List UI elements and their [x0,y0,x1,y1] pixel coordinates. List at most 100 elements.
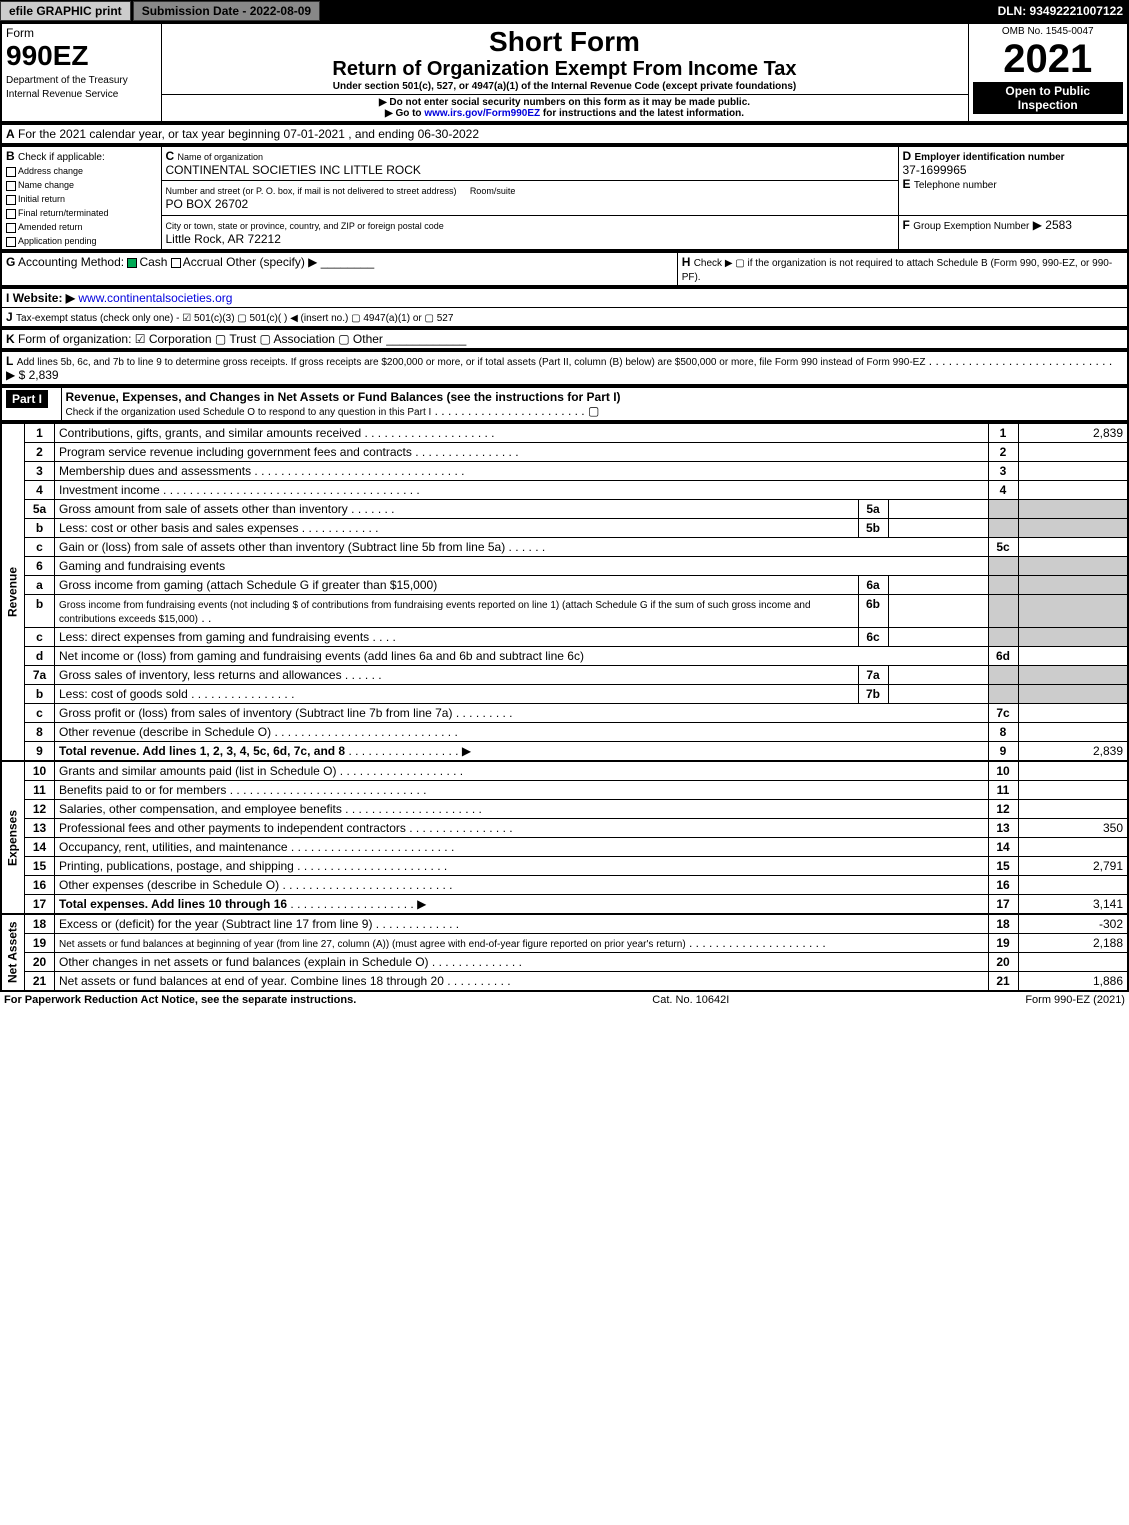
line-6b-midval [888,595,988,628]
website-link[interactable]: www.continentalsocieties.org [78,291,232,305]
section-ij: I Website: ▶ www.continentalsocieties.or… [0,287,1129,328]
line-18-val: -302 [1018,914,1128,934]
line-7a-midval [888,666,988,685]
opt-initial[interactable]: Initial return [6,194,65,204]
line-20-num: 20 [25,953,55,972]
schedule-b-note: Check ▶ ▢ if the organization is not req… [682,258,1112,283]
line-6d-num: d [25,647,55,666]
dln-number: DLN: 93492221007122 [998,4,1129,18]
part1-label: Part I [6,390,48,408]
acct-accrual[interactable]: Accrual [171,255,223,269]
line-7a-val [1018,666,1128,685]
opt-amended[interactable]: Amended return [6,222,83,232]
letter-k: K [6,332,15,346]
line-16-num: 16 [25,876,55,895]
line-9-ref: 9 [988,742,1018,762]
tax-year: 2021 [973,37,1124,82]
line-16-ref: 16 [988,876,1018,895]
line-11-num: 11 [25,781,55,800]
line-6c-val [1018,628,1128,647]
letter-d: D [903,149,912,163]
line-6a-midval [888,576,988,595]
line-5b-val [1018,519,1128,538]
line-5b-midval [888,519,988,538]
line-10-val [1018,761,1128,781]
line-5a-text: Gross amount from sale of assets other t… [59,502,348,516]
line-15-ref: 15 [988,857,1018,876]
section-a: A For the 2021 calendar year, or tax yea… [0,123,1129,145]
line-6-num: 6 [25,557,55,576]
line-7b-ref [988,685,1018,704]
line-18-num: 18 [25,914,55,934]
line-4-ref: 4 [988,481,1018,500]
line-14-num: 14 [25,838,55,857]
letter-h: H [682,255,691,269]
city-value: Little Rock, AR 72212 [166,232,281,246]
letter-e: E [903,177,911,191]
line-7b-num: b [25,685,55,704]
line-5c-val [1018,538,1128,557]
line-14-text: Occupancy, rent, utilities, and maintena… [59,840,288,854]
submission-date: Submission Date - 2022-08-09 [133,1,320,21]
line-8-num: 8 [25,723,55,742]
opt-final[interactable]: Final return/terminated [6,208,109,218]
line-6c-midval [888,628,988,647]
name-label: Name of organization [178,152,264,162]
line-7c-ref: 7c [988,704,1018,723]
section-revenue: Revenue [1,423,25,761]
ein-value: 37-1699965 [903,163,967,177]
letter-i: I [6,291,9,305]
line-1-val: 2,839 [1018,423,1128,443]
line-5a-mid: 5a [858,500,888,519]
line-17-val: 3,141 [1018,895,1128,915]
org-name: CONTINENTAL SOCIETIES INC LITTLE ROCK [166,163,421,177]
acct-other[interactable]: Other (specify) ▶ [226,255,317,269]
line-4-num: 4 [25,481,55,500]
line-5b-mid: 5b [858,519,888,538]
line-6d-text: Net income or (loss) from gaming and fun… [59,649,584,663]
ein-label: Employer identification number [915,152,1065,163]
phone-label: Telephone number [914,180,997,191]
line-5c-text: Gain or (loss) from sale of assets other… [59,540,505,554]
acct-cash[interactable]: Cash [127,255,167,269]
acct-method-label: Accounting Method: [18,255,124,269]
line-1-text: Contributions, gifts, grants, and simila… [59,426,361,440]
line-6d-ref: 6d [988,647,1018,666]
line-5b-num: b [25,519,55,538]
ssn-warning: ▶ Do not enter social security numbers o… [166,97,964,108]
line-20-text: Other changes in net assets or fund bala… [59,955,429,969]
line-3-val [1018,462,1128,481]
line-13-val: 350 [1018,819,1128,838]
line-6a-num: a [25,576,55,595]
letter-g: G [6,255,15,269]
line-6c-num: c [25,628,55,647]
opt-address[interactable]: Address change [6,166,83,176]
entity-block: B Check if applicable: Address change Na… [0,145,1129,251]
irs-link[interactable]: www.irs.gov/Form990EZ [424,108,540,119]
line-5c-num: c [25,538,55,557]
letter-f: F [903,218,910,232]
line-5a-ref [988,500,1018,519]
part1-header: Part I Revenue, Expenses, and Changes in… [0,386,1129,422]
street-value: PO BOX 26702 [166,197,249,211]
opt-name[interactable]: Name change [6,180,74,190]
group-exempt-val: ▶ 2583 [1033,218,1072,232]
line-20-ref: 20 [988,953,1018,972]
line-19-ref: 19 [988,934,1018,953]
efile-print-button[interactable]: efile GRAPHIC print [0,1,131,21]
goto-link[interactable]: ▶ Go to www.irs.gov/Form990EZ for instru… [166,108,964,119]
part1-checkbox[interactable]: ▢ [588,404,599,418]
line-5b-ref [988,519,1018,538]
line-2-ref: 2 [988,443,1018,462]
dept-treasury: Department of the Treasury [6,75,128,86]
line-6-ref [988,557,1018,576]
section-k: K Form of organization: ☑ Corporation ▢ … [0,328,1129,350]
line-15-num: 15 [25,857,55,876]
part1-title: Revenue, Expenses, and Changes in Net As… [66,390,621,404]
opt-pending[interactable]: Application pending [6,236,97,246]
line-11-ref: 11 [988,781,1018,800]
line-1-ref: 1 [988,423,1018,443]
line-7b-text: Less: cost of goods sold [59,687,188,701]
line-9-text: Total revenue. Add lines 1, 2, 3, 4, 5c,… [59,744,345,758]
line-3-num: 3 [25,462,55,481]
